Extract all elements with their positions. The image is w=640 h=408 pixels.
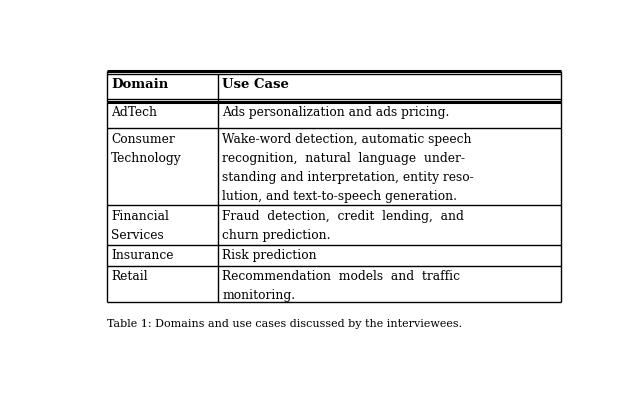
Text: Wake-word detection, automatic speech
recognition,  natural  language  under-
st: Wake-word detection, automatic speech re… bbox=[223, 133, 474, 203]
Text: Retail: Retail bbox=[111, 271, 148, 284]
Text: Risk prediction: Risk prediction bbox=[223, 249, 317, 262]
Text: Use Case: Use Case bbox=[223, 78, 289, 91]
Text: Recommendation  models  and  traffic
monitoring.: Recommendation models and traffic monito… bbox=[223, 271, 460, 302]
Text: Ads personalization and ads pricing.: Ads personalization and ads pricing. bbox=[223, 106, 450, 119]
Text: Domain: Domain bbox=[111, 78, 168, 91]
Text: Consumer
Technology: Consumer Technology bbox=[111, 133, 182, 165]
Text: AdTech: AdTech bbox=[111, 106, 157, 119]
Text: Table 1: Domains and use cases discussed by the interviewees.: Table 1: Domains and use cases discussed… bbox=[108, 319, 463, 329]
Text: Financial
Services: Financial Services bbox=[111, 210, 169, 242]
Text: Fraud  detection,  credit  lending,  and
churn prediction.: Fraud detection, credit lending, and chu… bbox=[223, 210, 464, 242]
Text: Insurance: Insurance bbox=[111, 249, 173, 262]
